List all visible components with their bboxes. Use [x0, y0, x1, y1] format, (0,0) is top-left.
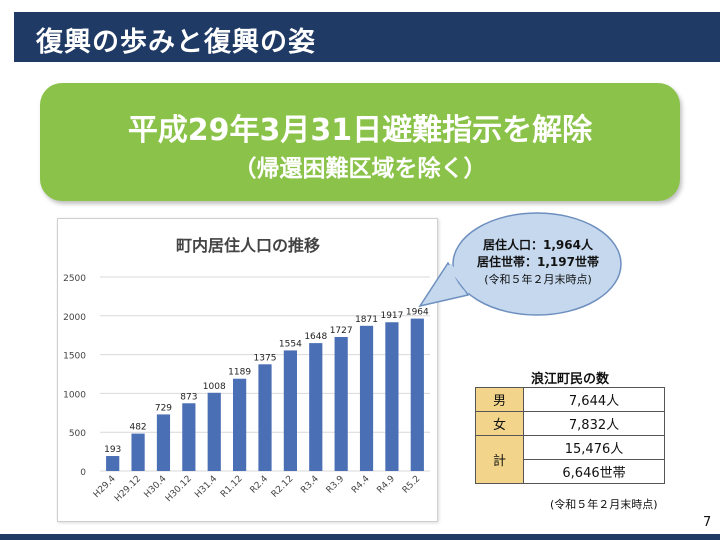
title-accent	[0, 12, 14, 62]
data-label: 1008	[203, 382, 226, 392]
table-row: 男 7,644人	[475, 387, 665, 412]
data-label: 1648	[304, 332, 327, 342]
banner-sub-text: （帰還困難区域を除く）	[233, 156, 487, 182]
data-label: 1375	[254, 353, 277, 363]
bar	[410, 318, 424, 471]
data-label: 1554	[279, 339, 302, 349]
page-title: 復興の歩みと復興の姿	[36, 27, 316, 58]
bar	[233, 378, 247, 471]
data-label: 1871	[355, 315, 378, 325]
bar	[182, 403, 196, 471]
bar	[309, 343, 323, 471]
data-label: 729	[155, 403, 172, 413]
callout-text: 居住人口：1,964人 居住世帯：1,197世帯 (令和５年２月末時点)	[458, 237, 618, 288]
row-label-female: 女	[475, 411, 524, 436]
data-label: 1727	[330, 326, 353, 336]
bar	[106, 456, 120, 471]
row-value-total-households: 6,646世帯	[523, 459, 665, 484]
population-chart: 町内居住人口の推移 05001000150020002500193H29.448…	[63, 236, 430, 504]
table-note: (令和５年２月末時点)	[550, 498, 658, 511]
callout-note: (令和５年２月末時点)	[484, 273, 592, 286]
data-label: 1964	[406, 308, 429, 318]
bar	[283, 350, 297, 471]
data-label: 482	[129, 423, 146, 433]
bar	[156, 414, 171, 471]
data-label: 1189	[228, 368, 251, 378]
title-accent-stripe	[16, 12, 20, 62]
y-tick-label: 2500	[63, 274, 86, 284]
title-bar: 復興の歩みと復興の姿	[0, 12, 720, 62]
table-row: 計 15,476人	[475, 435, 665, 484]
row-label-male: 男	[475, 387, 524, 412]
bar	[334, 336, 348, 471]
row-label-total: 計	[475, 435, 524, 484]
callout-residents: 居住人口：1,964人	[483, 238, 593, 252]
announcement-banner: 平成29年3月31日避難指示を解除 （帰還困難区域を除く）	[40, 83, 680, 201]
y-tick-label: 1000	[63, 390, 86, 400]
bar	[359, 325, 374, 471]
row-value-total-people: 15,476人	[523, 435, 665, 460]
bar	[385, 322, 399, 471]
table-row: 6,646世帯	[476, 459, 665, 484]
table-row: 女 7,832人	[475, 411, 665, 436]
bar	[131, 433, 145, 471]
banner-main-text: 平成29年3月31日避難指示を解除	[127, 113, 593, 148]
y-tick-label: 1500	[63, 352, 86, 362]
population-table-title: 浪江町民の数	[530, 372, 609, 387]
bottom-bar	[0, 534, 720, 540]
y-tick-label: 2000	[63, 313, 86, 323]
chart-title: 町内居住人口の推移	[176, 236, 320, 255]
population-table: 男 7,644人 女 7,832人 計 15,476人 6,646世帯	[475, 387, 665, 484]
callout-households: 居住世帯：1,197世帯	[477, 255, 599, 269]
page-number: 7	[703, 515, 712, 530]
bar	[258, 364, 272, 471]
bar	[207, 392, 221, 471]
y-tick-label: 500	[69, 429, 86, 439]
data-label: 1917	[380, 311, 403, 321]
y-tick-label: 0	[80, 468, 86, 478]
data-label: 193	[104, 445, 121, 455]
data-label: 873	[180, 392, 197, 402]
row-value-female: 7,832人	[523, 411, 665, 436]
chart-panel: 町内居住人口の推移 0 500 1000 1500 2000 2500 193 H29.4 48…	[57, 218, 438, 522]
row-value-male: 7,644人	[523, 387, 665, 412]
